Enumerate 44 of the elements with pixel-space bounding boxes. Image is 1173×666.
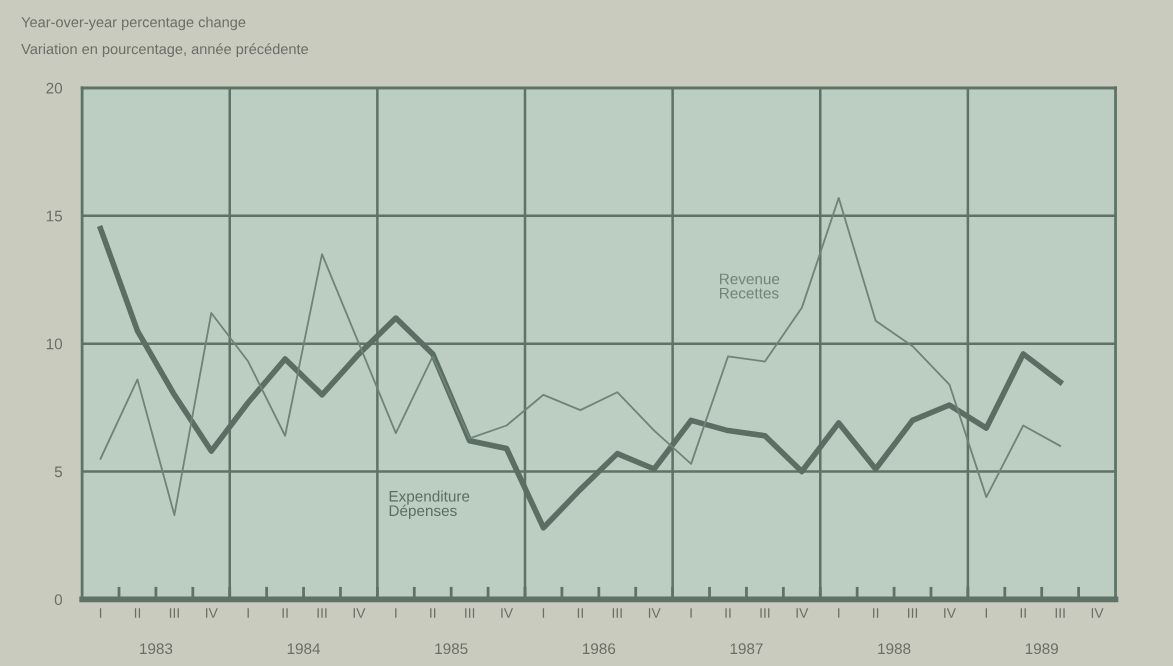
text: 1984 bbox=[287, 643, 321, 655]
chart-subtitle: Variation en pourcentage, année précédente bbox=[21, 43, 309, 58]
text: 1986 bbox=[582, 643, 616, 655]
x-tick-label: II bbox=[1020, 608, 1026, 618]
x-tick-label: III bbox=[465, 608, 475, 618]
series-label: Revenue Recettes bbox=[720, 273, 780, 299]
chart-title: Year-over-year percentage change bbox=[21, 16, 246, 31]
x-tick-label: I bbox=[985, 608, 987, 618]
y-tick-label: 10 bbox=[46, 338, 63, 350]
x-tick-label: II bbox=[430, 608, 436, 618]
y-tick-label: 15 bbox=[46, 210, 63, 222]
x-tick-label: II bbox=[134, 608, 141, 618]
x-tick-label: IV bbox=[944, 608, 956, 618]
x-tick-label: II bbox=[725, 608, 731, 618]
x-tick-label: III bbox=[908, 608, 918, 618]
x-tick-label: I bbox=[542, 608, 545, 618]
text: 1988 bbox=[878, 643, 911, 655]
x-tick-label: II bbox=[282, 608, 288, 618]
x-tick-label: IV bbox=[796, 608, 809, 618]
x-tick-label: I bbox=[395, 608, 397, 618]
x-tick-label: IV bbox=[501, 608, 514, 618]
x-tick-label: IV bbox=[353, 608, 366, 618]
text: 1989 bbox=[1025, 643, 1058, 655]
x-tick-label: II bbox=[873, 608, 879, 618]
x-tick-label: IV bbox=[1091, 608, 1104, 618]
x-tick-label: III bbox=[760, 608, 770, 618]
x-tick-label: I bbox=[247, 608, 249, 618]
x-tick-label: II bbox=[577, 608, 583, 618]
x-tick-label: I bbox=[838, 608, 840, 618]
x-tick-label: III bbox=[169, 608, 179, 618]
text: 1983 bbox=[140, 643, 173, 655]
text: 1987 bbox=[730, 643, 763, 655]
x-tick-label: I bbox=[690, 608, 692, 618]
x-tick-label: III bbox=[612, 608, 622, 618]
text: Expenditure Dépenses bbox=[389, 490, 470, 520]
y-tick-label: 5 bbox=[54, 466, 63, 478]
y-tick-label: 20 bbox=[46, 82, 63, 94]
y-tick-label: 0 bbox=[54, 594, 63, 606]
text: 1985 bbox=[435, 643, 468, 655]
x-tick-label: III bbox=[1055, 608, 1065, 618]
x-tick-label: IV bbox=[206, 608, 218, 618]
x-tick-label: I bbox=[99, 608, 102, 618]
x-tick-label: III bbox=[317, 608, 327, 618]
x-tick-label: IV bbox=[648, 608, 661, 618]
